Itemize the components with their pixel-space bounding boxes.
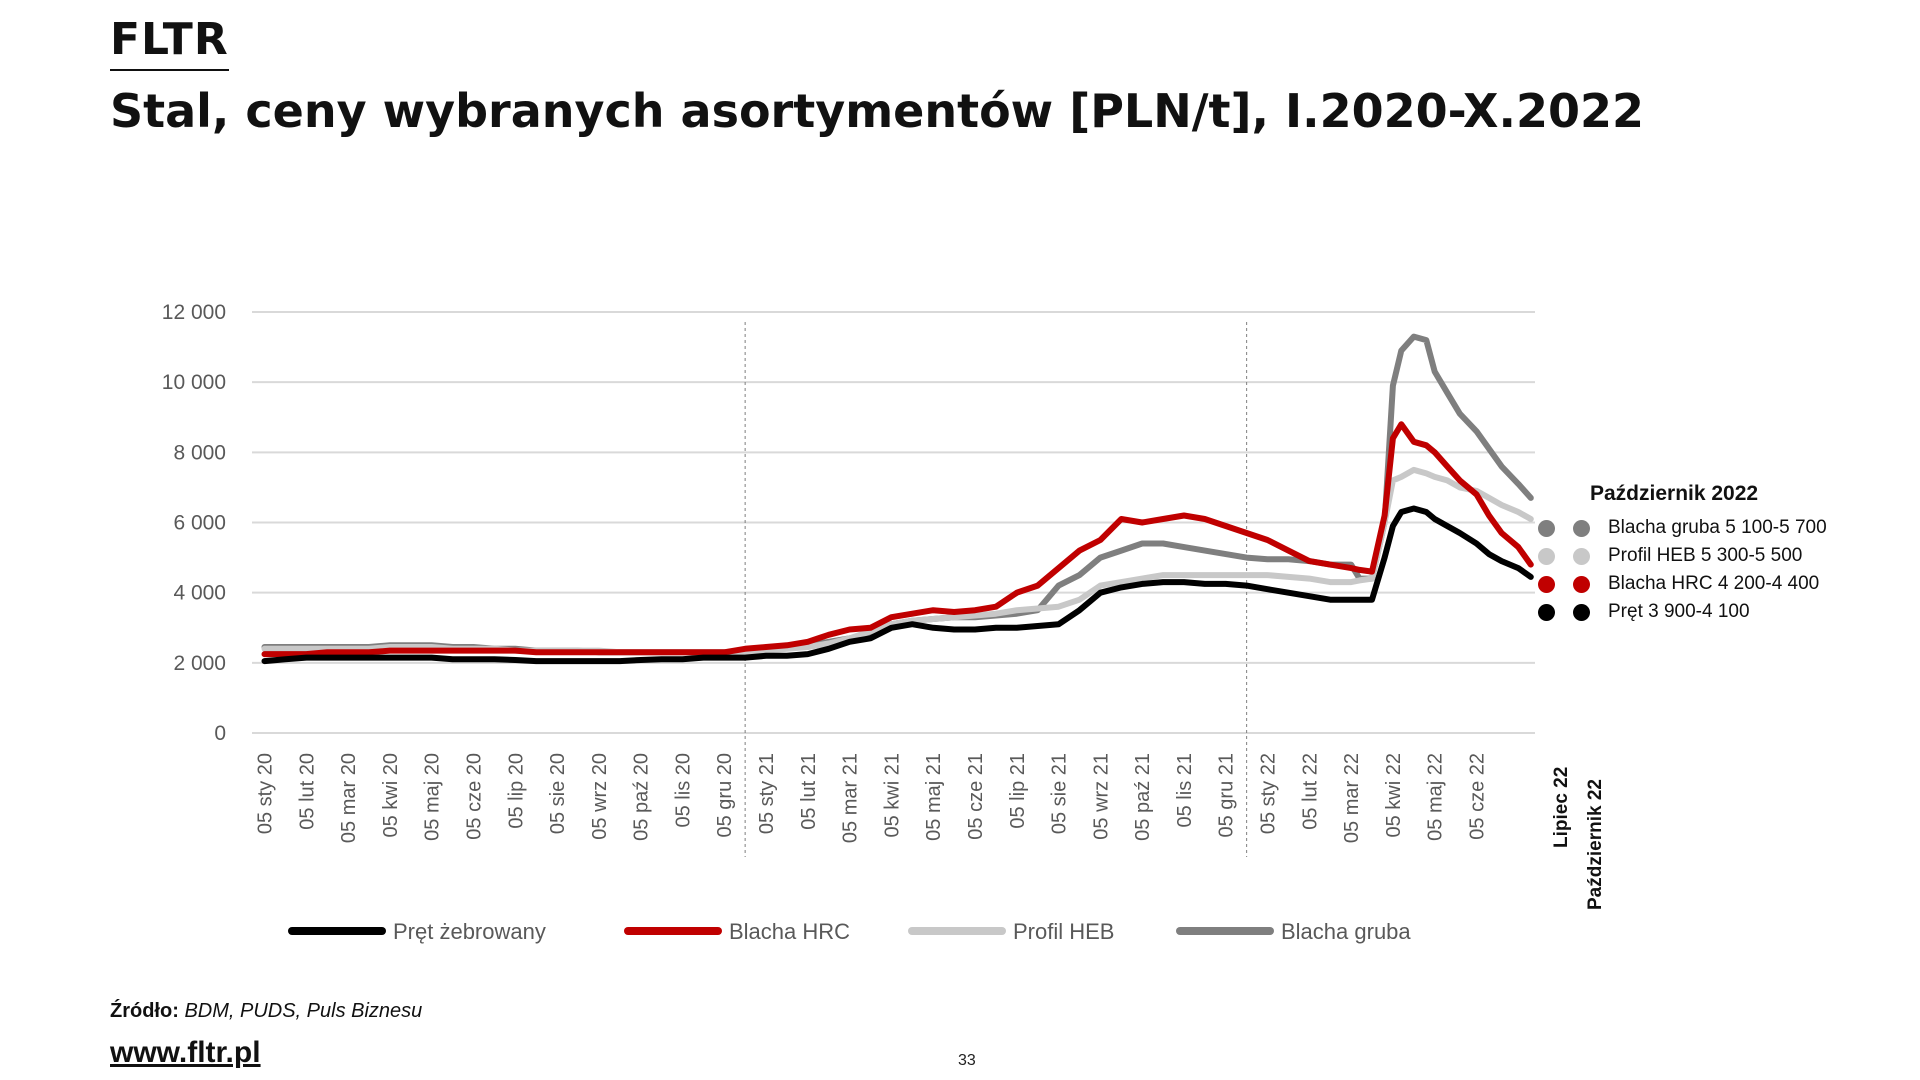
x-tick-label: 05 sie 20 [547, 753, 569, 834]
brand-logo: FLTR [110, 14, 229, 71]
x-tick-label: 05 lis 21 [1174, 753, 1196, 828]
x-label-lipiec-22: Lipiec 22 [1551, 766, 1572, 848]
october-legend-row: Pręt 3 900-4 100 [1538, 598, 1827, 626]
legend-dot-october [1573, 575, 1590, 593]
october-legend-row: Blacha gruba 5 100-5 700 [1538, 514, 1827, 542]
x-tick-label: 05 maj 22 [1425, 753, 1447, 841]
page-number: 33 [958, 1052, 976, 1069]
series-line-3 [261, 333, 1534, 656]
x-tick-label: 05 lip 20 [505, 753, 527, 829]
x-tick-label: 05 wrz 20 [589, 753, 611, 840]
x-tick-label: 05 kwi 21 [881, 753, 903, 838]
website-link[interactable]: www.fltr.pl [110, 1036, 261, 1069]
x-tick-label: 05 kwi 20 [380, 753, 402, 838]
y-tick-label: 6 000 [173, 512, 226, 535]
x-tick-label: 05 maj 20 [422, 753, 444, 841]
legend-dot-october [1573, 547, 1590, 565]
y-tick-label: 8 000 [173, 441, 226, 464]
x-tick-label: 05 gru 20 [714, 753, 736, 838]
source-label: Źródło: [110, 1000, 179, 1022]
grid-lines [252, 311, 1535, 734]
x-tick-label: 05 sty 20 [255, 753, 277, 834]
series-lines [261, 333, 1534, 665]
october-legend-row: Profil HEB 5 300-5 500 [1538, 542, 1827, 570]
legend-label-blacha-gruba: Blacha gruba 5 100-5 700 [1608, 517, 1827, 538]
legend-label: Profil HEB [1013, 919, 1114, 944]
x-tick-label: 05 cze 21 [965, 753, 987, 840]
legend-label: Blacha gruba [1281, 919, 1411, 944]
x-tick-label: 05 lut 20 [296, 753, 318, 830]
y-tick-label: 0 [214, 722, 226, 745]
x-tick-label: 05 mar 20 [338, 753, 360, 843]
legend-dot-july [1538, 575, 1555, 593]
year-dividers [744, 322, 1248, 857]
series-line-1 [261, 421, 1534, 658]
x-tick-label: 05 lut 22 [1299, 753, 1321, 830]
x-axis-ticks: 05 sty 20 05 lut 20 05 mar 20 05 kwi 20 05 m… [255, 753, 1489, 843]
x-tick-label: 05 maj 21 [923, 753, 945, 841]
legend-label-blacha-hrc: Blacha HRC 4 200-4 400 [1608, 573, 1820, 594]
october-legend-header: Październik 2022 [1590, 482, 1759, 505]
x-tick-label: 05 mar 21 [840, 753, 862, 843]
x-tick-label: 05 paź 21 [1132, 753, 1154, 841]
legend-dot-july [1538, 519, 1555, 537]
x-tick-label: 05 wrz 21 [1090, 753, 1112, 840]
legend-dot-october [1573, 519, 1590, 537]
y-tick-label: 2 000 [173, 652, 226, 675]
legend-dot-july [1538, 603, 1555, 621]
source-text: BDM, PUDS, Puls Biznesu [184, 1000, 423, 1022]
legend-label: Pręt żebrowany [393, 919, 546, 944]
y-tick-label: 12 000 [162, 301, 226, 324]
legend-dot-july [1538, 547, 1555, 565]
x-tick-label: 05 cze 22 [1466, 753, 1488, 840]
x-tick-label: 05 mar 22 [1341, 753, 1363, 843]
bottom-legend: Pręt żebrowany Blacha HRC Profil HEB Blacha… [288, 919, 1411, 944]
y-tick-label: 10 000 [162, 371, 226, 394]
x-tick-label: 05 sty 21 [756, 753, 778, 834]
x-tick-label: 05 lis 20 [672, 753, 694, 828]
october-legend: Październik 2022 Blacha gruba 5 100-5 70… [1538, 482, 1827, 626]
x-tick-label: 05 gru 21 [1216, 753, 1238, 838]
y-tick-label: 4 000 [173, 582, 226, 605]
y-axis-ticks: 12 000 10 000 8 000 6 000 4 000 2 000 0 [162, 301, 226, 745]
source-note: Źródło: BDM, PUDS, Puls Biznesu [110, 1000, 422, 1023]
legend-label-profil-heb: Profil HEB 5 300-5 500 [1608, 545, 1803, 566]
x-tick-label: 05 sie 21 [1049, 753, 1071, 834]
legend-label-pret: Pręt 3 900-4 100 [1608, 601, 1750, 622]
page-title: Stal, ceny wybranych asortymentów [PLN/t… [110, 84, 1644, 138]
series-line-0 [261, 505, 1534, 665]
x-tick-label: 05 sty 22 [1258, 753, 1280, 834]
legend-dot-october [1573, 603, 1590, 621]
x-tick-label: 05 lip 21 [1007, 753, 1029, 829]
legend-label: Blacha HRC [729, 919, 850, 944]
x-tick-label: 05 kwi 22 [1383, 753, 1405, 838]
x-tick-label: 05 cze 20 [463, 753, 485, 840]
x-tick-label: 05 paź 20 [631, 753, 653, 841]
x-label-pazdziernik-22: Październik 22 [1585, 779, 1606, 910]
x-tick-label: 05 lut 21 [798, 753, 820, 830]
october-legend-row: Blacha HRC 4 200-4 400 [1538, 570, 1827, 598]
